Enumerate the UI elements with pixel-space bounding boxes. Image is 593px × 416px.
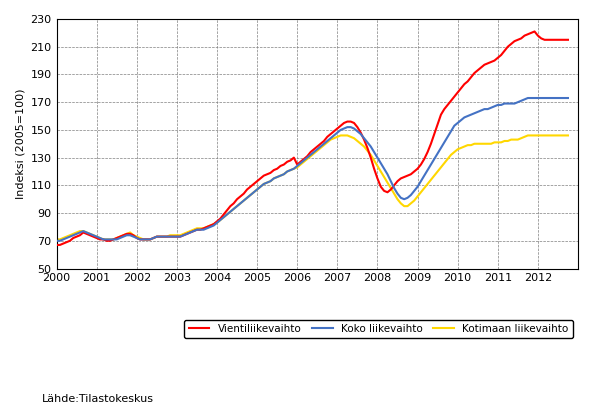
- Koko liikevaihto: [434, 151, 441, 156]
- Y-axis label: Indeksi (2005=100): Indeksi (2005=100): [15, 89, 25, 199]
- Vientiliikevaihto: [565, 37, 572, 42]
- Koko liikevaihto: [53, 238, 60, 243]
- Line: Koko liikevaihto: Koko liikevaihto: [56, 98, 568, 241]
- Koko liikevaihto: [234, 204, 241, 209]
- Koko liikevaihto: [524, 96, 531, 101]
- Kotimaan liikevaihto: [474, 141, 482, 146]
- Kotimaan liikevaihto: [381, 175, 388, 180]
- Line: Vientiliikevaihto: Vientiliikevaihto: [56, 32, 568, 245]
- Kotimaan liikevaihto: [53, 237, 60, 242]
- Koko liikevaihto: [491, 104, 498, 109]
- Kotimaan liikevaihto: [337, 133, 344, 138]
- Koko liikevaihto: [377, 161, 384, 166]
- Koko liikevaihto: [230, 206, 237, 211]
- Kotimaan liikevaihto: [230, 206, 237, 211]
- Kotimaan liikevaihto: [438, 165, 445, 170]
- Text: Lähde:Tilastokeskus: Lähde:Tilastokeskus: [42, 394, 154, 404]
- Vientiliikevaihto: [491, 58, 498, 63]
- Kotimaan liikevaihto: [234, 204, 241, 209]
- Vientiliikevaihto: [230, 201, 237, 206]
- Line: Kotimaan liikevaihto: Kotimaan liikevaihto: [56, 136, 568, 239]
- Vientiliikevaihto: [53, 243, 60, 248]
- Vientiliikevaihto: [234, 197, 241, 202]
- Vientiliikevaihto: [434, 122, 441, 127]
- Kotimaan liikevaihto: [494, 140, 501, 145]
- Koko liikevaihto: [471, 111, 478, 116]
- Koko liikevaihto: [565, 96, 572, 101]
- Vientiliikevaihto: [531, 29, 538, 34]
- Kotimaan liikevaihto: [565, 133, 572, 138]
- Vientiliikevaihto: [377, 184, 384, 189]
- Vientiliikevaihto: [471, 71, 478, 76]
- Legend: Vientiliikevaihto, Koko liikevaihto, Kotimaan liikevaihto: Vientiliikevaihto, Koko liikevaihto, Kot…: [184, 320, 573, 338]
